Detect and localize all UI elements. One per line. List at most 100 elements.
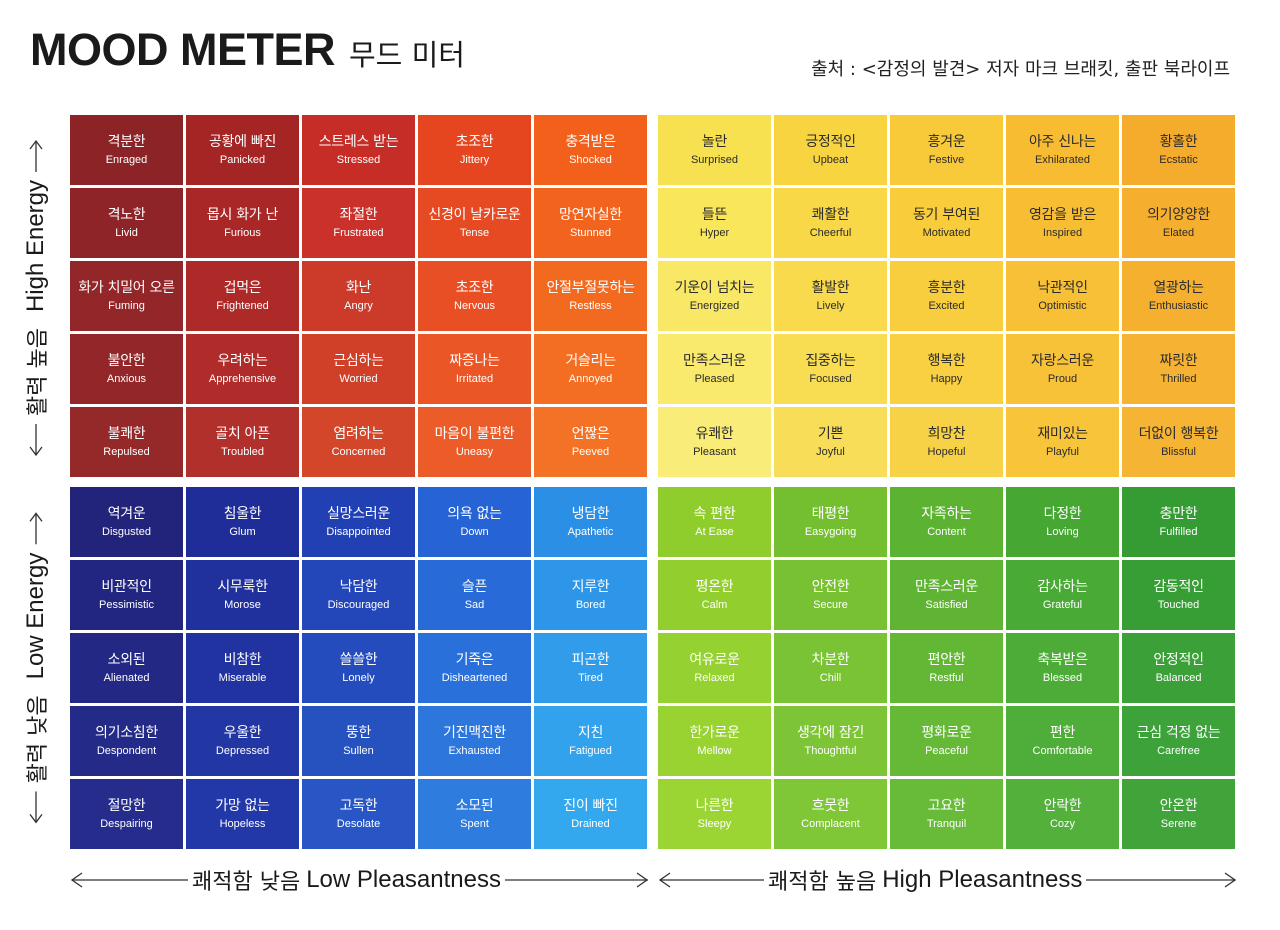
mood-cell: 공황에 빠진 Panicked xyxy=(186,115,299,185)
mood-label-en: Troubled xyxy=(220,445,264,458)
axis-low-energy-ko: 활력 낮음 xyxy=(26,695,51,784)
mood-label-ko: 가망 없는 xyxy=(215,797,270,814)
mood-label-en: Pessimistic xyxy=(98,598,154,611)
mood-label-en: Serene xyxy=(1160,817,1197,830)
mood-cell: 비관적인 Pessimistic xyxy=(70,560,183,630)
mood-label-ko: 골치 아픈 xyxy=(215,425,270,442)
mood-label-ko: 더없이 행복한 xyxy=(1138,425,1219,442)
quadrant-low-energy-high-pleasantness: 속 편한 At Ease 태평한 Easygoing 자족하는 Content 다정한 Lov… xyxy=(658,487,1235,849)
mood-label-ko: 거슬리는 xyxy=(565,352,616,369)
mood-label-en: Angry xyxy=(344,299,373,312)
page-title: MOOD METER 무드 미터 xyxy=(30,24,465,84)
mood-label-ko: 평온한 xyxy=(695,578,734,595)
mood-label-en: Glum xyxy=(229,525,256,538)
mood-cell: 피곤한 Tired xyxy=(534,633,647,703)
mood-cell: 기진맥진한 Exhausted xyxy=(418,706,531,776)
mood-cell: 희망찬 Hopeful xyxy=(890,407,1003,477)
mood-cell: 낙관적인 Optimistic xyxy=(1006,261,1119,331)
mood-cell: 지친 Fatigued xyxy=(534,706,647,776)
mood-cell: 편한 Comfortable xyxy=(1006,706,1119,776)
mood-label-ko: 의기소침한 xyxy=(95,724,158,741)
mood-label-en: Concerned xyxy=(331,445,386,458)
mood-label-ko: 집중하는 xyxy=(805,352,856,369)
mood-cell: 근심 걱정 없는 Carefree xyxy=(1122,706,1235,776)
mood-label-en: Energized xyxy=(689,299,740,312)
mood-label-ko: 실망스러운 xyxy=(327,505,390,522)
mood-label-en: Relaxed xyxy=(694,671,735,684)
mood-cell: 만족스러운 Pleased xyxy=(658,334,771,404)
mood-cell: 행복한 Happy xyxy=(890,334,1003,404)
mood-cell: 자족하는 Content xyxy=(890,487,1003,557)
mood-label-en: Fatigued xyxy=(569,744,612,757)
mood-label-ko: 황홀한 xyxy=(1159,133,1198,150)
mood-label-en: Calm xyxy=(701,598,728,611)
mood-cell: 안정적인 Balanced xyxy=(1122,633,1235,703)
mood-cell: 실망스러운 Disappointed xyxy=(302,487,415,557)
mood-label-ko: 좌절한 xyxy=(339,206,378,223)
mood-label-ko: 근심하는 xyxy=(333,352,384,369)
mood-label-ko: 감사하는 xyxy=(1037,578,1088,595)
mood-label-ko: 나른한 xyxy=(695,797,734,814)
mood-label-en: Playful xyxy=(1045,445,1080,458)
mood-label-en: Restful xyxy=(929,671,964,684)
mood-label-en: Cheerful xyxy=(809,226,852,239)
axis-arrow-down-icon xyxy=(29,791,43,824)
mood-cell: 소외된 Alienated xyxy=(70,633,183,703)
mood-label-ko: 생각에 잠긴 xyxy=(796,724,865,741)
mood-cell: 충격받은 Shocked xyxy=(534,115,647,185)
mood-label-en: Pleased xyxy=(694,372,735,385)
mood-cell: 거슬리는 Annoyed xyxy=(534,334,647,404)
mood-label-en: Hopeless xyxy=(219,817,266,830)
mood-cell: 고독한 Desolate xyxy=(302,779,415,849)
mood-cell: 우려하는 Apprehensive xyxy=(186,334,299,404)
axis-high-pleasantness: 쾌적함 높음 High Pleasantness xyxy=(658,862,1236,898)
quadrant-high-energy-low-pleasantness: 격분한 Enraged 공황에 빠진 Panicked 스트레스 받는 Stressed 초… xyxy=(70,115,647,477)
mood-label-en: Discouraged xyxy=(327,598,390,611)
mood-cell: 재미있는 Playful xyxy=(1006,407,1119,477)
mood-cell: 기운이 넘치는 Energized xyxy=(658,261,771,331)
mood-label-ko: 유쾌한 xyxy=(695,425,734,442)
mood-cell: 화가 치밀어 오른 Fuming xyxy=(70,261,183,331)
mood-label-en: Down xyxy=(460,525,489,538)
mood-label-ko: 짜증나는 xyxy=(449,352,500,369)
mood-label-ko: 기죽은 xyxy=(455,651,494,668)
mood-label-en: Furious xyxy=(224,226,261,239)
mood-label-en: Joyful xyxy=(816,445,845,458)
mood-cell: 지루한 Bored xyxy=(534,560,647,630)
mood-cell: 안절부절못하는 Restless xyxy=(534,261,647,331)
mood-label-ko: 불쾌한 xyxy=(107,425,146,442)
mood-label-ko: 언짢은 xyxy=(571,425,610,442)
mood-label-en: Touched xyxy=(1157,598,1200,611)
mood-label-ko: 기쁜 xyxy=(817,425,844,442)
mood-label-en: Panicked xyxy=(219,153,266,166)
mood-label-ko: 희망찬 xyxy=(927,425,966,442)
mood-cell: 의기소침한 Despondent xyxy=(70,706,183,776)
mood-label-ko: 격노한 xyxy=(107,206,146,223)
quadrant-high-energy-high-pleasantness: 놀란 Surprised 긍정적인 Upbeat 흥겨운 Festive 아주 신나는 Exh… xyxy=(658,115,1235,477)
mood-label-ko: 충격받은 xyxy=(565,133,616,150)
mood-cell: 쾌활한 Cheerful xyxy=(774,188,887,258)
mood-label-en: Nervous xyxy=(454,299,495,312)
mood-cell: 역겨운 Disgusted xyxy=(70,487,183,557)
mood-cell: 근심하는 Worried xyxy=(302,334,415,404)
mood-cell: 고요한 Tranquil xyxy=(890,779,1003,849)
mood-label-en: Desolate xyxy=(336,817,381,830)
mood-label-ko: 염려하는 xyxy=(333,425,384,442)
mood-cell: 스트레스 받는 Stressed xyxy=(302,115,415,185)
mood-cell: 나른한 Sleepy xyxy=(658,779,771,849)
mood-label-en: Stressed xyxy=(336,153,381,166)
mood-label-ko: 자랑스러운 xyxy=(1031,352,1094,369)
mood-cell: 기죽은 Disheartened xyxy=(418,633,531,703)
mood-label-ko: 활발한 xyxy=(811,279,850,296)
mood-label-ko: 자족하는 xyxy=(921,505,972,522)
mood-label-ko: 시무룩한 xyxy=(217,578,268,595)
mood-cell: 언짢은 Peeved xyxy=(534,407,647,477)
mood-label-en: Tense xyxy=(459,226,490,239)
mood-label-ko: 여유로운 xyxy=(689,651,740,668)
mood-cell: 염려하는 Concerned xyxy=(302,407,415,477)
mood-label-ko: 몹시 화가 난 xyxy=(206,206,279,223)
mood-label-en: Surprised xyxy=(690,153,739,166)
mood-label-en: Complacent xyxy=(801,817,860,830)
mood-cell: 놀란 Surprised xyxy=(658,115,771,185)
mood-label-ko: 화난 xyxy=(345,279,372,296)
